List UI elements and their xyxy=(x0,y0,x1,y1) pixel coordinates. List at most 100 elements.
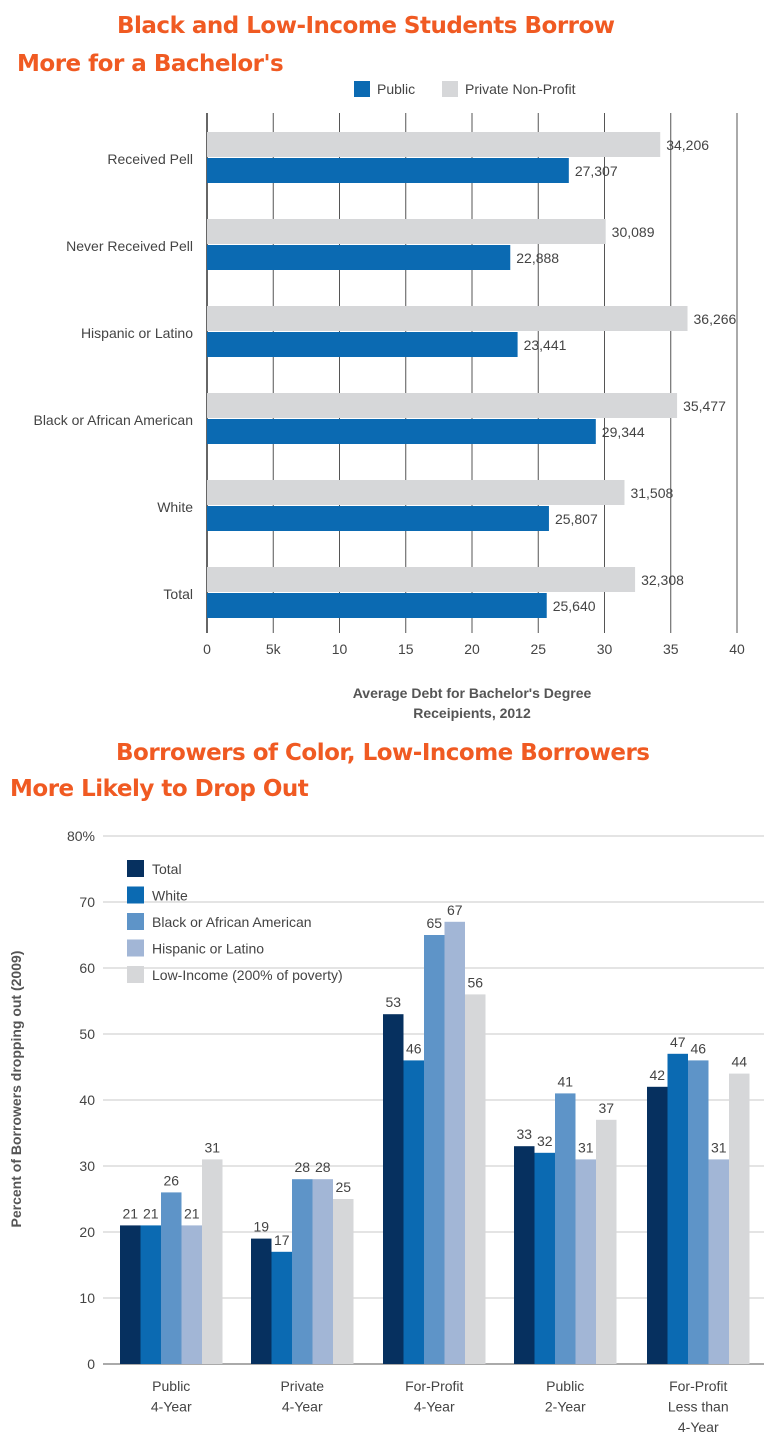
legend-label: Public xyxy=(377,81,415,97)
y-tick-label: 40 xyxy=(79,1092,95,1108)
bar-value-label: 31 xyxy=(578,1139,594,1155)
bar xyxy=(333,1199,354,1364)
bar-value-label: 26 xyxy=(163,1172,179,1188)
legend-swatch xyxy=(127,966,144,983)
bar-public xyxy=(207,593,547,618)
bar xyxy=(383,1014,404,1364)
y-tick-label: 30 xyxy=(79,1158,95,1174)
x-tick-label: 5k xyxy=(266,641,282,657)
bar-private xyxy=(207,393,678,418)
bar xyxy=(251,1238,272,1364)
bar-value-label: 22,888 xyxy=(516,250,559,266)
x-tick-label: 25 xyxy=(530,641,546,657)
bar-public xyxy=(207,158,569,183)
legend-swatch xyxy=(127,860,144,877)
bar-value-label: 44 xyxy=(731,1054,747,1070)
x-axis-title: Receipients, 2012 xyxy=(413,705,531,721)
legend-label: Private Non-Profit xyxy=(465,81,576,97)
category-label: Black or African American xyxy=(33,412,193,428)
category-label: For-Profit xyxy=(405,1378,463,1394)
y-tick-label: 0 xyxy=(87,1356,95,1372)
bar-value-label: 17 xyxy=(274,1232,290,1248)
bar-value-label: 31 xyxy=(711,1139,727,1155)
bar xyxy=(514,1146,535,1364)
category-label: 4-Year xyxy=(151,1399,192,1415)
bar-public xyxy=(207,419,596,444)
y-tick-label: 10 xyxy=(79,1290,95,1306)
legend-swatch xyxy=(354,81,370,97)
bar xyxy=(688,1060,709,1364)
category-label: 4-Year xyxy=(282,1399,323,1415)
bar xyxy=(120,1225,141,1364)
bar xyxy=(202,1159,223,1364)
bar-value-label: 67 xyxy=(447,902,463,918)
bar-value-label: 29,344 xyxy=(602,424,645,440)
bar xyxy=(181,1225,202,1364)
bar xyxy=(271,1251,292,1364)
bar xyxy=(647,1086,668,1364)
bar xyxy=(444,921,465,1364)
chart1-title-line1: Black and Low-Income Students Borrow xyxy=(117,13,615,39)
category-label: Public xyxy=(546,1378,584,1394)
category-label: 4-Year xyxy=(414,1399,455,1415)
legend-swatch xyxy=(127,939,144,957)
dropout-bar-chart: 0 10 20 30 40 50 60 70 80% Percent of Borrowers d… xyxy=(8,828,764,1435)
bar-value-label: 28 xyxy=(294,1159,310,1175)
category-label: Less than xyxy=(668,1399,729,1415)
bar xyxy=(140,1225,161,1364)
y-tick-label: 80% xyxy=(67,828,95,844)
bar-value-label: 53 xyxy=(385,994,401,1010)
bar-value-label: 28 xyxy=(315,1159,331,1175)
bar-value-label: 37 xyxy=(598,1100,614,1116)
x-tick-label: 10 xyxy=(332,641,348,657)
x-tick-label: 30 xyxy=(597,641,613,657)
bar xyxy=(667,1053,688,1364)
bar-value-label: 36,266 xyxy=(694,311,737,327)
bar-value-label: 46 xyxy=(690,1040,706,1056)
bar-value-label: 32 xyxy=(537,1133,553,1149)
bar xyxy=(312,1179,333,1364)
category-label: White xyxy=(157,499,193,515)
bar-value-label: 32,308 xyxy=(641,572,684,588)
chart1-title-line2: More for a Bachelor's xyxy=(17,51,284,77)
chart2-title-line2: More Likely to Drop Out xyxy=(10,776,309,802)
bar xyxy=(555,1093,576,1364)
bar-public xyxy=(207,245,511,270)
legend-label: White xyxy=(152,888,188,904)
legend-label: Black or African American xyxy=(152,914,312,930)
y-tick-label: 20 xyxy=(79,1224,95,1240)
category-label: Never Received Pell xyxy=(66,238,193,254)
legend-label: Total xyxy=(152,861,182,877)
bar-value-label: 34,206 xyxy=(666,137,709,153)
category-label: 4-Year xyxy=(678,1419,719,1435)
bar-value-label: 42 xyxy=(649,1067,665,1083)
bar-value-label: 46 xyxy=(406,1040,422,1056)
y-tick-label: 50 xyxy=(79,1026,95,1042)
bar xyxy=(403,1060,424,1364)
bar-value-label: 30,089 xyxy=(612,224,655,240)
bar xyxy=(575,1159,596,1364)
y-tick-label: 70 xyxy=(79,894,95,910)
bar-value-label: 25 xyxy=(335,1179,351,1195)
bar-public xyxy=(207,332,518,357)
category-label: 2-Year xyxy=(545,1399,586,1415)
bar xyxy=(596,1119,617,1364)
bar-value-label: 21 xyxy=(122,1205,138,1221)
x-tick-label: 15 xyxy=(398,641,414,657)
bar xyxy=(729,1073,750,1364)
bar-value-label: 56 xyxy=(467,974,483,990)
debt-bar-chart: 0 5k 10 15 20 25 30 35 40 Public Private Non-Profi… xyxy=(33,81,745,721)
category-label: Hispanic or Latino xyxy=(81,325,193,341)
bar-private xyxy=(207,480,625,505)
bar-value-label: 19 xyxy=(253,1219,269,1235)
category-label: Public xyxy=(152,1378,190,1394)
bar xyxy=(161,1192,182,1364)
legend-swatch xyxy=(127,913,144,930)
bar-value-label: 21 xyxy=(143,1205,159,1221)
x-axis-title: Average Debt for Bachelor's Degree xyxy=(353,685,592,701)
legend-swatch xyxy=(442,81,458,97)
bar-value-label: 25,640 xyxy=(553,598,596,614)
bar-value-label: 31 xyxy=(204,1139,220,1155)
category-label: For-Profit xyxy=(669,1378,727,1394)
bar-value-label: 47 xyxy=(670,1034,686,1050)
